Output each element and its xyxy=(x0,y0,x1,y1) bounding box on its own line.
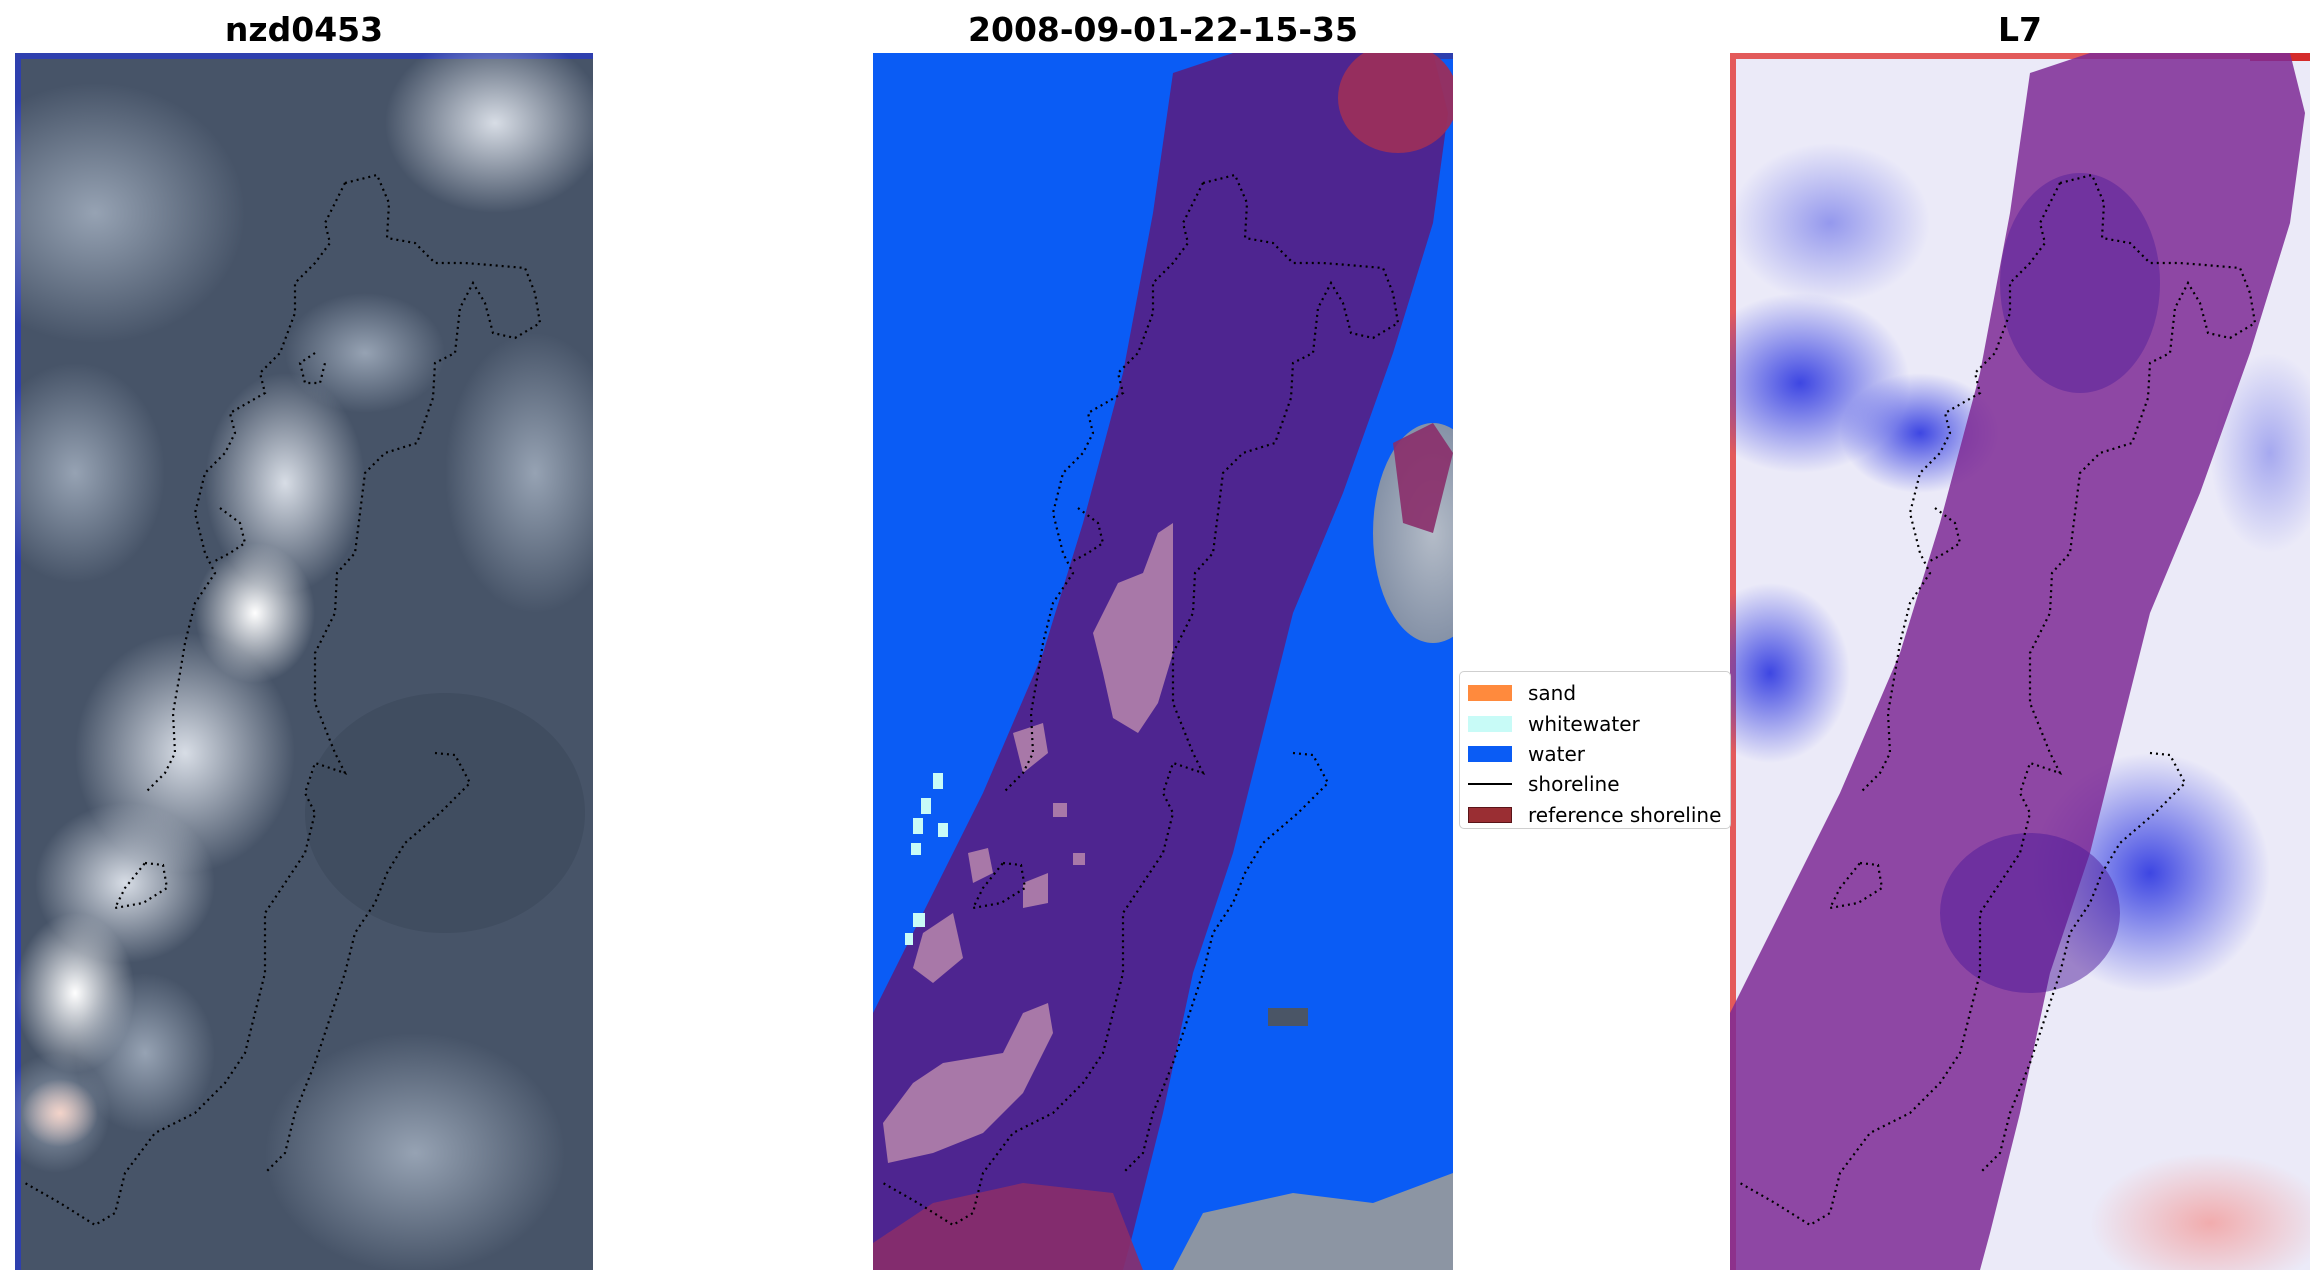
legend-label-shoreline: shoreline xyxy=(1528,772,1620,797)
cloud-patch xyxy=(1173,1173,1453,1270)
reference-shoreline-swatch xyxy=(1468,806,1512,823)
classified-image xyxy=(873,53,1453,1270)
rgb-image xyxy=(15,53,593,1270)
panel-title-index: L7 xyxy=(1998,10,2042,49)
sand-overlay xyxy=(1093,523,1173,733)
legend-label-sand: sand xyxy=(1528,681,1577,706)
legend-item-sand: sand xyxy=(1460,678,1730,708)
shoreline-classified xyxy=(882,173,1400,1227)
legend-item-shoreline: shoreline xyxy=(1460,769,1730,799)
index-image xyxy=(1730,53,2310,1270)
shoreline-line-swatch xyxy=(1468,783,1512,786)
whitewater-pixels xyxy=(933,773,943,789)
legend-label-water: water xyxy=(1528,741,1585,766)
water-swatch xyxy=(1468,745,1512,762)
shoreline-index xyxy=(1739,173,2257,1227)
legend-label-reference-shoreline: reference shoreline xyxy=(1528,802,1722,827)
index-image-panel xyxy=(1730,53,2310,1270)
classified-image-panel xyxy=(873,53,1453,1270)
shoreline-rgb xyxy=(24,173,542,1227)
legend: sand whitewater water shoreline referenc… xyxy=(1459,671,1731,829)
legend-item-whitewater: whitewater xyxy=(1460,708,1730,738)
legend-item-water: water xyxy=(1460,739,1730,769)
legend-item-reference-shoreline: reference shoreline xyxy=(1460,800,1730,830)
panel-title-rgb: nzd0453 xyxy=(224,10,384,49)
rgb-image-panel xyxy=(15,53,593,1270)
reference-shoreline-area xyxy=(1338,53,1453,153)
legend-label-whitewater: whitewater xyxy=(1528,711,1640,736)
whitewater-swatch xyxy=(1468,715,1512,732)
panel-title-classified: 2008-09-01-22-15-35 xyxy=(968,10,1358,49)
sand-swatch xyxy=(1468,685,1512,702)
